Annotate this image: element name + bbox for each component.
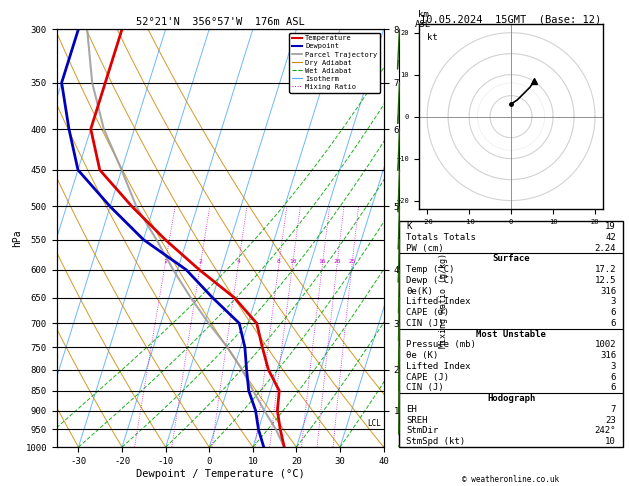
Text: Temp (°C): Temp (°C) xyxy=(406,265,455,274)
Text: 10.05.2024  15GMT  (Base: 12): 10.05.2024 15GMT (Base: 12) xyxy=(420,14,602,24)
Text: 12.5: 12.5 xyxy=(594,276,616,285)
Text: 6: 6 xyxy=(611,383,616,392)
Text: Lifted Index: Lifted Index xyxy=(406,297,470,306)
Text: Pressure (mb): Pressure (mb) xyxy=(406,340,476,349)
Text: 19: 19 xyxy=(605,222,616,231)
Text: 16: 16 xyxy=(319,259,326,264)
Text: 316: 316 xyxy=(600,287,616,295)
Text: 1002: 1002 xyxy=(594,340,616,349)
Y-axis label: hPa: hPa xyxy=(13,229,23,247)
Text: Mixing Ratio (g/kg): Mixing Ratio (g/kg) xyxy=(439,253,448,348)
Text: SREH: SREH xyxy=(406,416,428,425)
Text: 1: 1 xyxy=(164,259,167,264)
Text: θe(K): θe(K) xyxy=(406,287,433,295)
Text: 25: 25 xyxy=(348,259,356,264)
Text: 2.24: 2.24 xyxy=(594,243,616,253)
Text: 3: 3 xyxy=(611,362,616,371)
Text: 42: 42 xyxy=(605,233,616,242)
Text: θe (K): θe (K) xyxy=(406,351,438,360)
Text: 10: 10 xyxy=(289,259,296,264)
Text: CIN (J): CIN (J) xyxy=(406,319,443,328)
Text: Dewp (°C): Dewp (°C) xyxy=(406,276,455,285)
Text: CAPE (J): CAPE (J) xyxy=(406,373,449,382)
Text: EH: EH xyxy=(406,405,417,414)
Text: Surface: Surface xyxy=(493,254,530,263)
Text: 6: 6 xyxy=(611,308,616,317)
Text: 6: 6 xyxy=(611,373,616,382)
Text: PW (cm): PW (cm) xyxy=(406,243,443,253)
Text: Most Unstable: Most Unstable xyxy=(476,330,546,339)
Text: Totals Totals: Totals Totals xyxy=(406,233,476,242)
Legend: Temperature, Dewpoint, Parcel Trajectory, Dry Adiabat, Wet Adiabat, Isotherm, Mi: Temperature, Dewpoint, Parcel Trajectory… xyxy=(289,33,380,93)
X-axis label: Dewpoint / Temperature (°C): Dewpoint / Temperature (°C) xyxy=(136,469,304,479)
Y-axis label: km
ASL: km ASL xyxy=(415,10,431,29)
Text: 316: 316 xyxy=(600,351,616,360)
Title: 52°21'N  356°57'W  176m ASL: 52°21'N 356°57'W 176m ASL xyxy=(136,17,304,27)
Text: 2: 2 xyxy=(199,259,203,264)
Text: 242°: 242° xyxy=(594,427,616,435)
Text: 23: 23 xyxy=(605,416,616,425)
Text: StmSpd (kt): StmSpd (kt) xyxy=(406,437,465,446)
Text: CIN (J): CIN (J) xyxy=(406,383,443,392)
Text: 10: 10 xyxy=(605,437,616,446)
Text: © weatheronline.co.uk: © weatheronline.co.uk xyxy=(462,474,560,484)
Text: 4: 4 xyxy=(237,259,240,264)
Text: K: K xyxy=(406,222,411,231)
Text: Hodograph: Hodograph xyxy=(487,394,535,403)
Text: 17.2: 17.2 xyxy=(594,265,616,274)
Text: 6: 6 xyxy=(611,319,616,328)
Text: LCL: LCL xyxy=(367,419,382,428)
Text: 3: 3 xyxy=(611,297,616,306)
Text: 7: 7 xyxy=(611,405,616,414)
Text: 20: 20 xyxy=(333,259,341,264)
Text: kt: kt xyxy=(427,33,438,42)
Text: CAPE (J): CAPE (J) xyxy=(406,308,449,317)
Text: 8: 8 xyxy=(277,259,281,264)
Text: Lifted Index: Lifted Index xyxy=(406,362,470,371)
Text: StmDir: StmDir xyxy=(406,427,438,435)
